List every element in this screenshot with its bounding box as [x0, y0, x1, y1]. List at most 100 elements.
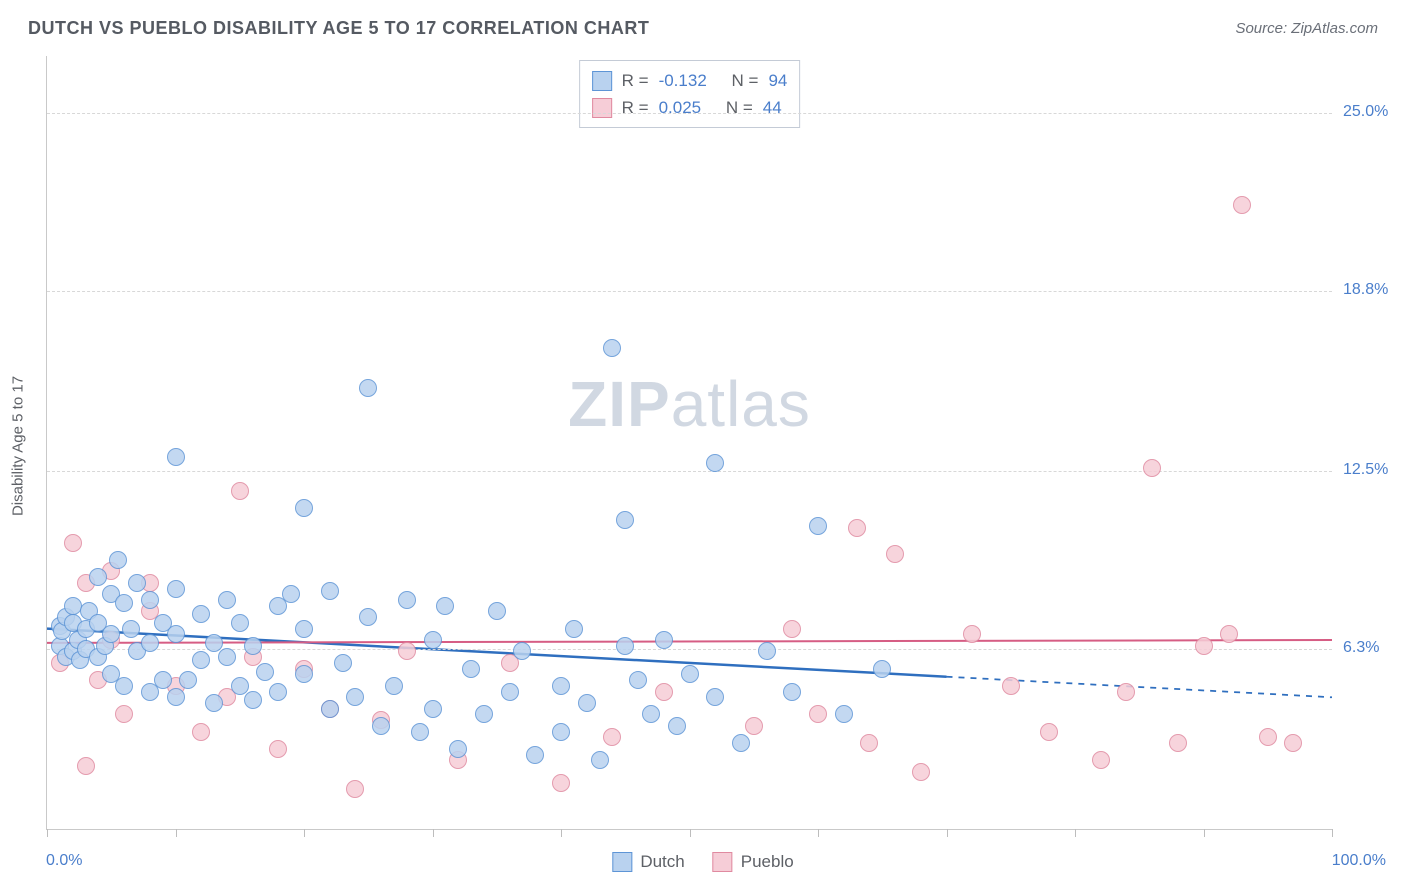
- dutch-point: [835, 705, 853, 723]
- dutch-point: [122, 620, 140, 638]
- dutch-point: [192, 605, 210, 623]
- dutch-point: [89, 568, 107, 586]
- dutch-point: [488, 602, 506, 620]
- dutch-point: [115, 594, 133, 612]
- x-tick: [1204, 829, 1205, 837]
- dutch-point: [359, 379, 377, 397]
- x-tick: [304, 829, 305, 837]
- n-label: N =: [732, 67, 759, 94]
- pueblo-point: [783, 620, 801, 638]
- n-value: 94: [768, 67, 787, 94]
- y-axis-label: Disability Age 5 to 17: [10, 376, 27, 516]
- dutch-point: [449, 740, 467, 758]
- pueblo-point: [1002, 677, 1020, 695]
- dutch-point: [218, 591, 236, 609]
- watermark: ZIPatlas: [568, 367, 811, 441]
- dutch-point: [616, 511, 634, 529]
- dutch-point: [591, 751, 609, 769]
- x-tick: [561, 829, 562, 837]
- y-tick-label: 25.0%: [1343, 103, 1388, 121]
- dutch-point: [109, 551, 127, 569]
- pueblo-point: [745, 717, 763, 735]
- dutch-point: [475, 705, 493, 723]
- pueblo-point: [1092, 751, 1110, 769]
- dutch-point: [141, 634, 159, 652]
- dutch-point: [424, 631, 442, 649]
- dutch-point: [321, 582, 339, 600]
- dutch-point: [398, 591, 416, 609]
- y-tick-label: 12.5%: [1343, 461, 1388, 479]
- pueblo-point: [269, 740, 287, 758]
- dutch-point: [115, 677, 133, 695]
- legend-row-pueblo: R = 0.025 N = 44: [592, 94, 788, 121]
- dutch-point: [167, 625, 185, 643]
- dutch-point: [526, 746, 544, 764]
- dutch-point: [603, 339, 621, 357]
- x-tick: [690, 829, 691, 837]
- pueblo-swatch-icon: [592, 98, 612, 118]
- dutch-point: [295, 499, 313, 517]
- pueblo-point: [1259, 728, 1277, 746]
- dutch-point: [578, 694, 596, 712]
- x-max-label: 100.0%: [1332, 852, 1386, 870]
- dutch-point: [681, 665, 699, 683]
- dutch-swatch-icon: [592, 71, 612, 91]
- dutch-point: [783, 683, 801, 701]
- pueblo-point: [192, 723, 210, 741]
- pueblo-point: [552, 774, 570, 792]
- legend-item-pueblo: Pueblo: [713, 852, 794, 872]
- dutch-point: [411, 723, 429, 741]
- dutch-point: [192, 651, 210, 669]
- dutch-point: [359, 608, 377, 626]
- x-tick: [47, 829, 48, 837]
- dutch-point: [64, 597, 82, 615]
- pueblo-point: [860, 734, 878, 752]
- pueblo-point: [848, 519, 866, 537]
- dutch-point: [706, 688, 724, 706]
- pueblo-point: [963, 625, 981, 643]
- x-tick: [1075, 829, 1076, 837]
- n-value: 44: [763, 94, 782, 121]
- dutch-point: [167, 688, 185, 706]
- dutch-point: [809, 517, 827, 535]
- legend-item-dutch: Dutch: [612, 852, 684, 872]
- pueblo-point: [1040, 723, 1058, 741]
- dutch-point: [616, 637, 634, 655]
- dutch-point: [501, 683, 519, 701]
- dutch-point: [629, 671, 647, 689]
- dutch-point: [102, 625, 120, 643]
- dutch-point: [552, 677, 570, 695]
- dutch-point: [128, 574, 146, 592]
- dutch-point: [642, 705, 660, 723]
- legend-label: Dutch: [640, 852, 684, 872]
- x-tick: [433, 829, 434, 837]
- dutch-swatch-icon: [612, 852, 632, 872]
- r-value: 0.025: [659, 94, 702, 121]
- x-tick: [818, 829, 819, 837]
- dutch-point: [218, 648, 236, 666]
- dutch-point: [334, 654, 352, 672]
- legend-row-dutch: R = -0.132 N = 94: [592, 67, 788, 94]
- pueblo-point: [886, 545, 904, 563]
- gridline: [47, 113, 1332, 114]
- dutch-point: [758, 642, 776, 660]
- dutch-point: [205, 694, 223, 712]
- r-label: R =: [622, 94, 649, 121]
- x-tick: [1332, 829, 1333, 837]
- gridline: [47, 649, 1332, 650]
- pueblo-trendline: [47, 640, 1332, 643]
- dutch-point: [565, 620, 583, 638]
- pueblo-point: [115, 705, 133, 723]
- dutch-point: [732, 734, 750, 752]
- series-legend: Dutch Pueblo: [612, 852, 793, 872]
- chart-title: DUTCH VS PUEBLO DISABILITY AGE 5 TO 17 C…: [28, 18, 649, 39]
- dutch-point: [256, 663, 274, 681]
- r-label: R =: [622, 67, 649, 94]
- dutch-point: [141, 591, 159, 609]
- dutch-point: [706, 454, 724, 472]
- dutch-point: [179, 671, 197, 689]
- gridline: [47, 471, 1332, 472]
- pueblo-point: [77, 757, 95, 775]
- dutch-point: [282, 585, 300, 603]
- dutch-point: [154, 671, 172, 689]
